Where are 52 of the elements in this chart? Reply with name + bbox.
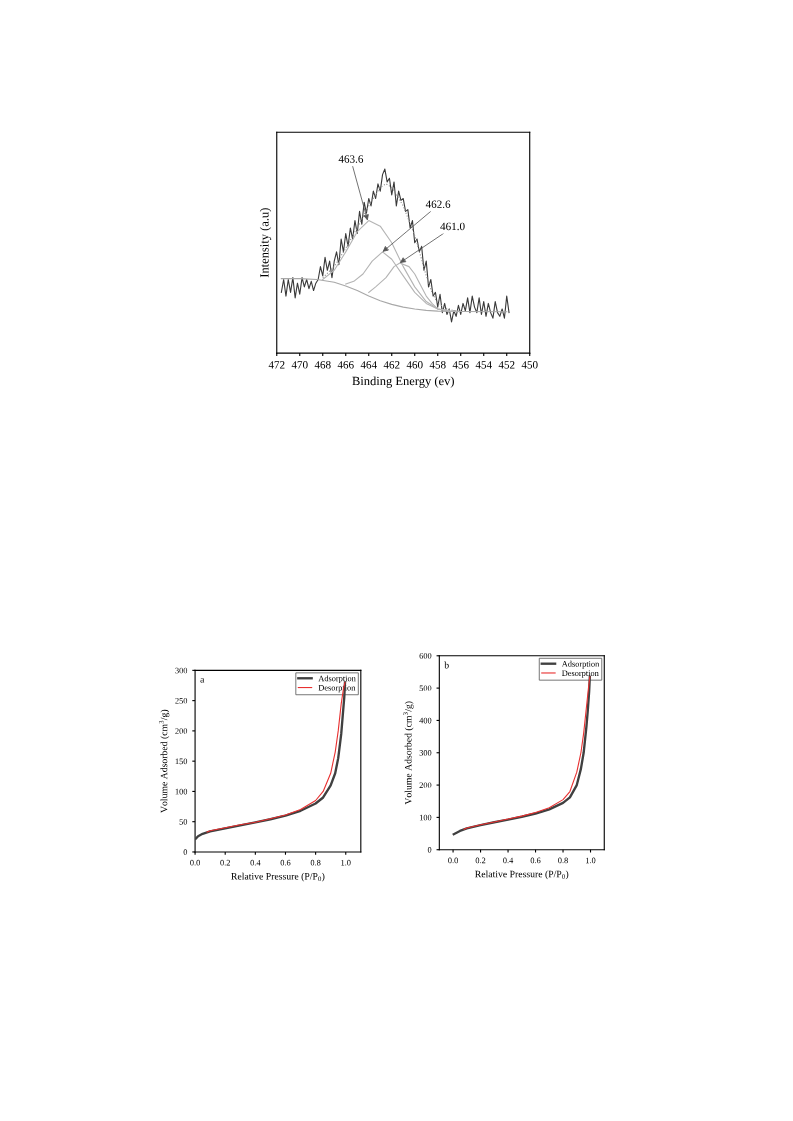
x-tick-label: 0.0 (448, 857, 458, 864)
legend-label: Adsorption (318, 675, 356, 683)
x-tick-label: 454 (475, 361, 492, 369)
y-tick-label: 600 (419, 653, 432, 659)
x-tick-label: 452 (498, 361, 515, 369)
y-tick-label: 500 (419, 685, 432, 692)
x-tick-label: 0.2 (475, 857, 486, 864)
x-tick-label: 458 (429, 361, 446, 369)
x-tick-label: 468 (314, 361, 331, 369)
y-tick-label: 200 (419, 782, 432, 789)
x-tick-label: 0.2 (220, 859, 230, 866)
legend-label: Adsorption (561, 660, 600, 669)
y-tick-label: 250 (175, 697, 188, 704)
y-tick-label: 150 (175, 758, 188, 765)
x-tick-label: 466 (337, 361, 354, 369)
annotation: 462.6 (425, 200, 451, 209)
x-tick-label: 460 (406, 361, 423, 369)
y-tick-label: 200 (175, 728, 188, 734)
annotation: a (200, 677, 205, 683)
x-axis-title: Binding Energy (ev) (352, 376, 454, 388)
annotation: 461.0 (440, 222, 465, 231)
x-axis-title: Relative Pressure (P/P$_{0}$) (475, 870, 569, 880)
y-tick-label: 0 (183, 849, 188, 855)
x-tick-label: 456 (452, 361, 469, 369)
x-tick-label: 464 (360, 361, 377, 369)
x-tick-label: 1.0 (586, 857, 596, 864)
y-tick-label: 400 (419, 717, 432, 724)
legend-label: Desorption (562, 670, 599, 678)
x-tick-label: 0.6 (530, 857, 541, 864)
y-axis-title: Volume Adsorbed (cm$^{3}$/g) (403, 701, 414, 805)
y-tick-label: 0 (427, 847, 432, 853)
x-tick-label: 0.8 (558, 857, 568, 864)
annotation: b (444, 661, 449, 669)
y-tick-label: 50 (179, 819, 188, 825)
x-tick-label: 0.4 (503, 857, 514, 864)
annotation: 463.6 (338, 155, 364, 163)
x-tick-label: 0.4 (250, 859, 261, 866)
x-tick-label: 462 (383, 361, 400, 369)
y-tick-label: 300 (419, 750, 432, 756)
y-axis-title: Volume Adsorbed (cm$^{3}$/g) (158, 709, 170, 813)
x-tick-label: 450 (521, 361, 538, 369)
y-tick-label: 100 (419, 814, 432, 821)
x-tick-label: 0.8 (310, 859, 321, 866)
x-tick-label: 472 (268, 361, 285, 369)
y-tick-label: 100 (175, 788, 188, 795)
x-tick-label: 470 (291, 361, 308, 369)
x-tick-label: 0.0 (190, 859, 200, 866)
x-tick-label: 1.0 (341, 859, 351, 866)
x-tick-label: 0.6 (280, 859, 291, 866)
y-axis-title: Intensity (a.u) (259, 208, 272, 278)
y-tick-label: 300 (175, 667, 188, 674)
x-axis-title: Relative Pressure (P/P$_{0}$) (231, 872, 325, 882)
